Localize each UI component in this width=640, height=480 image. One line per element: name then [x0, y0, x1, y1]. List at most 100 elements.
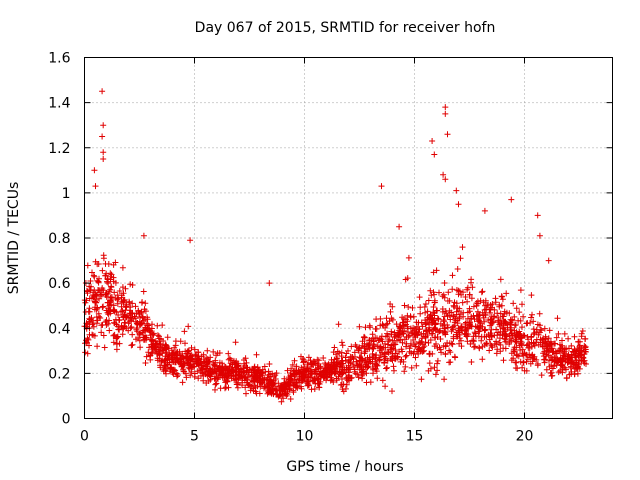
data-point — [142, 308, 149, 315]
data-point — [219, 363, 226, 370]
data-point — [559, 337, 565, 344]
data-point — [133, 336, 139, 343]
data-point — [105, 261, 112, 267]
data-point — [506, 341, 513, 347]
data-point — [265, 368, 272, 375]
data-point — [462, 328, 469, 334]
data-point — [442, 350, 449, 357]
data-point — [369, 331, 376, 338]
data-point — [94, 277, 101, 284]
data-point — [434, 357, 441, 364]
data-point — [405, 304, 412, 310]
data-point — [471, 329, 478, 336]
data-point — [575, 339, 582, 345]
data-point — [280, 386, 287, 393]
data-point — [429, 138, 436, 144]
data-point — [447, 349, 454, 356]
data-point — [478, 337, 485, 344]
data-point — [241, 369, 248, 376]
data-point — [369, 351, 376, 357]
data-point — [108, 294, 115, 301]
data-point — [391, 367, 397, 374]
data-point — [436, 328, 443, 335]
data-point — [97, 315, 104, 321]
data-point — [291, 376, 298, 383]
y-tick-label: 0.2 — [48, 366, 70, 382]
data-point — [132, 303, 139, 310]
data-point — [499, 293, 505, 300]
data-point — [448, 328, 455, 335]
data-point — [468, 359, 475, 365]
data-point — [338, 381, 345, 388]
data-point — [510, 300, 517, 307]
data-point — [179, 379, 186, 386]
data-point — [448, 309, 455, 316]
y-tick-labels: 0 0.2 0.4 0.6 0.8 1 1.2 1.4 1.6 — [48, 51, 70, 428]
data-point — [386, 336, 393, 343]
data-point — [581, 342, 588, 349]
data-point — [362, 348, 369, 355]
data-point — [103, 290, 110, 296]
x-tick-label: 10 — [296, 429, 314, 445]
data-point — [543, 366, 550, 373]
data-point — [135, 307, 142, 314]
data-point — [401, 322, 407, 329]
data-point — [330, 379, 337, 385]
y-tick-label: 1.6 — [48, 51, 70, 67]
data-point — [530, 340, 537, 347]
data-point — [304, 361, 311, 368]
data-point — [361, 343, 368, 350]
data-point — [410, 324, 417, 331]
data-point — [93, 314, 100, 321]
data-point — [114, 292, 121, 299]
data-point — [138, 320, 145, 326]
data-point — [442, 176, 449, 183]
data-point — [493, 326, 500, 333]
data-point — [91, 332, 98, 339]
data-point — [100, 332, 107, 339]
data-point — [579, 328, 586, 334]
data-point — [562, 353, 569, 360]
data-point — [393, 321, 400, 328]
data-point — [561, 364, 568, 371]
data-point — [345, 362, 352, 369]
data-point — [449, 272, 456, 279]
data-point — [523, 367, 530, 374]
data-point — [92, 183, 99, 190]
data-point — [159, 322, 166, 329]
data-point — [90, 272, 97, 279]
data-point — [416, 294, 423, 301]
data-point — [403, 340, 410, 347]
data-point — [541, 325, 548, 332]
data-point — [208, 370, 215, 377]
data-point — [458, 324, 464, 331]
data-point — [191, 373, 198, 380]
data-point — [200, 351, 207, 358]
data-point — [247, 387, 254, 394]
data-point — [338, 358, 345, 365]
data-point — [460, 289, 466, 296]
data-point — [320, 355, 327, 361]
data-point — [343, 350, 350, 357]
data-point — [178, 356, 185, 363]
data-point — [129, 282, 136, 288]
data-point — [485, 317, 492, 323]
data-point — [298, 383, 304, 390]
data-point — [444, 324, 451, 331]
data-point — [479, 288, 486, 295]
data-point — [287, 396, 294, 402]
data-point — [264, 374, 271, 381]
data-point — [163, 365, 170, 372]
data-point — [107, 308, 114, 315]
data-point — [349, 361, 356, 368]
data-point — [362, 324, 369, 331]
data-point — [370, 345, 377, 352]
data-point — [281, 375, 288, 382]
data-point — [466, 291, 473, 298]
data-point — [372, 354, 379, 361]
data-point — [110, 302, 117, 309]
data-point — [356, 361, 363, 368]
data-point — [216, 363, 223, 369]
data-point — [99, 304, 106, 311]
data-point — [108, 273, 115, 280]
